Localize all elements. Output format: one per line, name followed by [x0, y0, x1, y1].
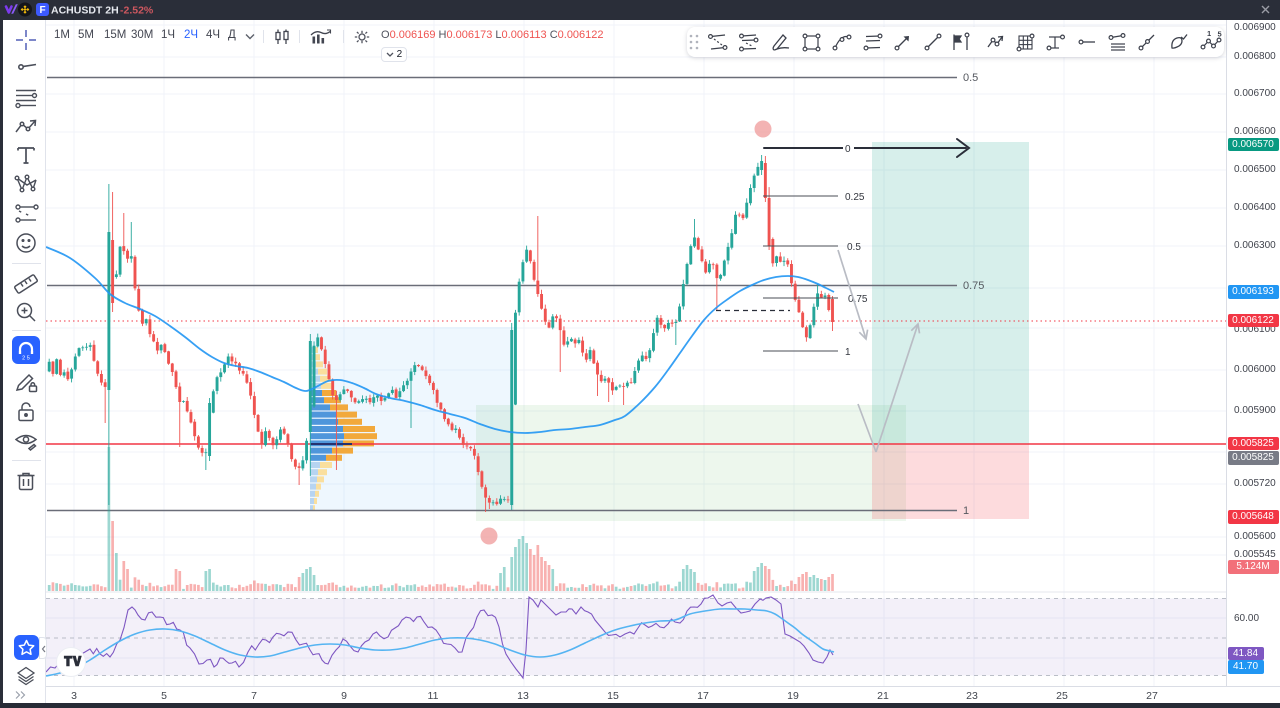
svg-text:F: F [39, 5, 45, 16]
svg-text:5: 5 [1218, 30, 1222, 39]
svg-text:0: 0 [845, 144, 851, 155]
svg-text:0.25: 0.25 [845, 192, 865, 203]
svg-text:1: 1 [963, 505, 969, 517]
svg-text:0.5: 0.5 [847, 242, 861, 253]
svg-text:-2.52%: -2.52% [120, 5, 154, 17]
svg-text:0.75: 0.75 [848, 294, 868, 305]
svg-text:ACHUSDT 2H: ACHUSDT 2H [51, 5, 119, 17]
svg-text:1: 1 [845, 347, 851, 358]
svg-text:0.5: 0.5 [963, 72, 978, 84]
svg-text:2 5: 2 5 [22, 356, 30, 362]
svg-text:1: 1 [1207, 29, 1211, 38]
svg-text:0.75: 0.75 [963, 280, 984, 292]
